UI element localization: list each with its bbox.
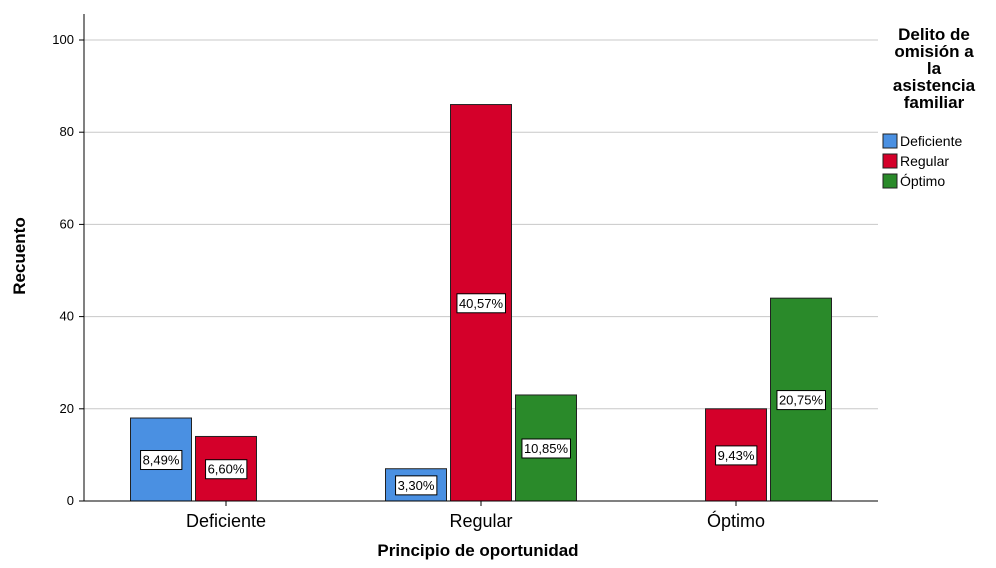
data-label-box-2-2 (776, 390, 826, 411)
x-tick-label-1: Regular (449, 511, 512, 531)
data-labels: 8,49% 6,60% 3,30% 40,57% 10,85% 9,43% 20,75% (140, 293, 826, 496)
data-label-0-1: 6,60% (208, 462, 245, 477)
x-tick-label-2: Óptimo (707, 510, 765, 531)
axes: 0 20 40 60 80 100 Deficiente Regular Óptimo (52, 14, 878, 531)
data-label-box-1-2 (521, 438, 571, 459)
x-axis-title: Principio de oportunidad (377, 541, 578, 560)
y-axis-title: Recuento (10, 217, 29, 294)
legend-label-0: Deficiente (900, 133, 962, 149)
y-tick-label-80: 80 (60, 124, 74, 139)
data-label-1-1: 40,57% (459, 296, 504, 311)
data-label-box-2-1 (715, 445, 758, 466)
legend-title-line-0: Delito de (898, 25, 970, 44)
legend-title-line-2: la (927, 59, 942, 78)
legend-title-line-3: asistencia (893, 76, 976, 95)
y-tick-label-40: 40 (60, 309, 74, 324)
y-tick-label-0: 0 (67, 493, 74, 508)
data-label-box-1-1 (456, 293, 506, 314)
legend-swatch-0 (882, 133, 898, 149)
data-label-0-0: 8,49% (143, 453, 180, 468)
data-label-box-1-0 (395, 475, 438, 496)
data-label-1-2: 10,85% (524, 441, 569, 456)
y-tick-label-60: 60 (60, 216, 74, 231)
x-tick-label-0: Deficiente (186, 511, 266, 531)
legend-title-line-4: familiar (904, 93, 965, 112)
legend-label-1: Regular (900, 153, 949, 169)
data-label-box-0-0 (140, 450, 183, 471)
data-label-1-0: 3,30% (398, 478, 435, 493)
legend-swatch-1 (882, 153, 898, 169)
y-tick-label-20: 20 (60, 401, 74, 416)
data-label-box-0-1 (205, 459, 248, 480)
legend-label-2: Óptimo (900, 173, 945, 189)
legend-title-line-1: omisión a (894, 42, 974, 61)
data-label-2-1: 9,43% (718, 448, 755, 463)
y-tick-label-100: 100 (52, 32, 74, 47)
legend-swatch-2 (882, 173, 898, 189)
data-label-2-2: 20,75% (779, 393, 824, 408)
